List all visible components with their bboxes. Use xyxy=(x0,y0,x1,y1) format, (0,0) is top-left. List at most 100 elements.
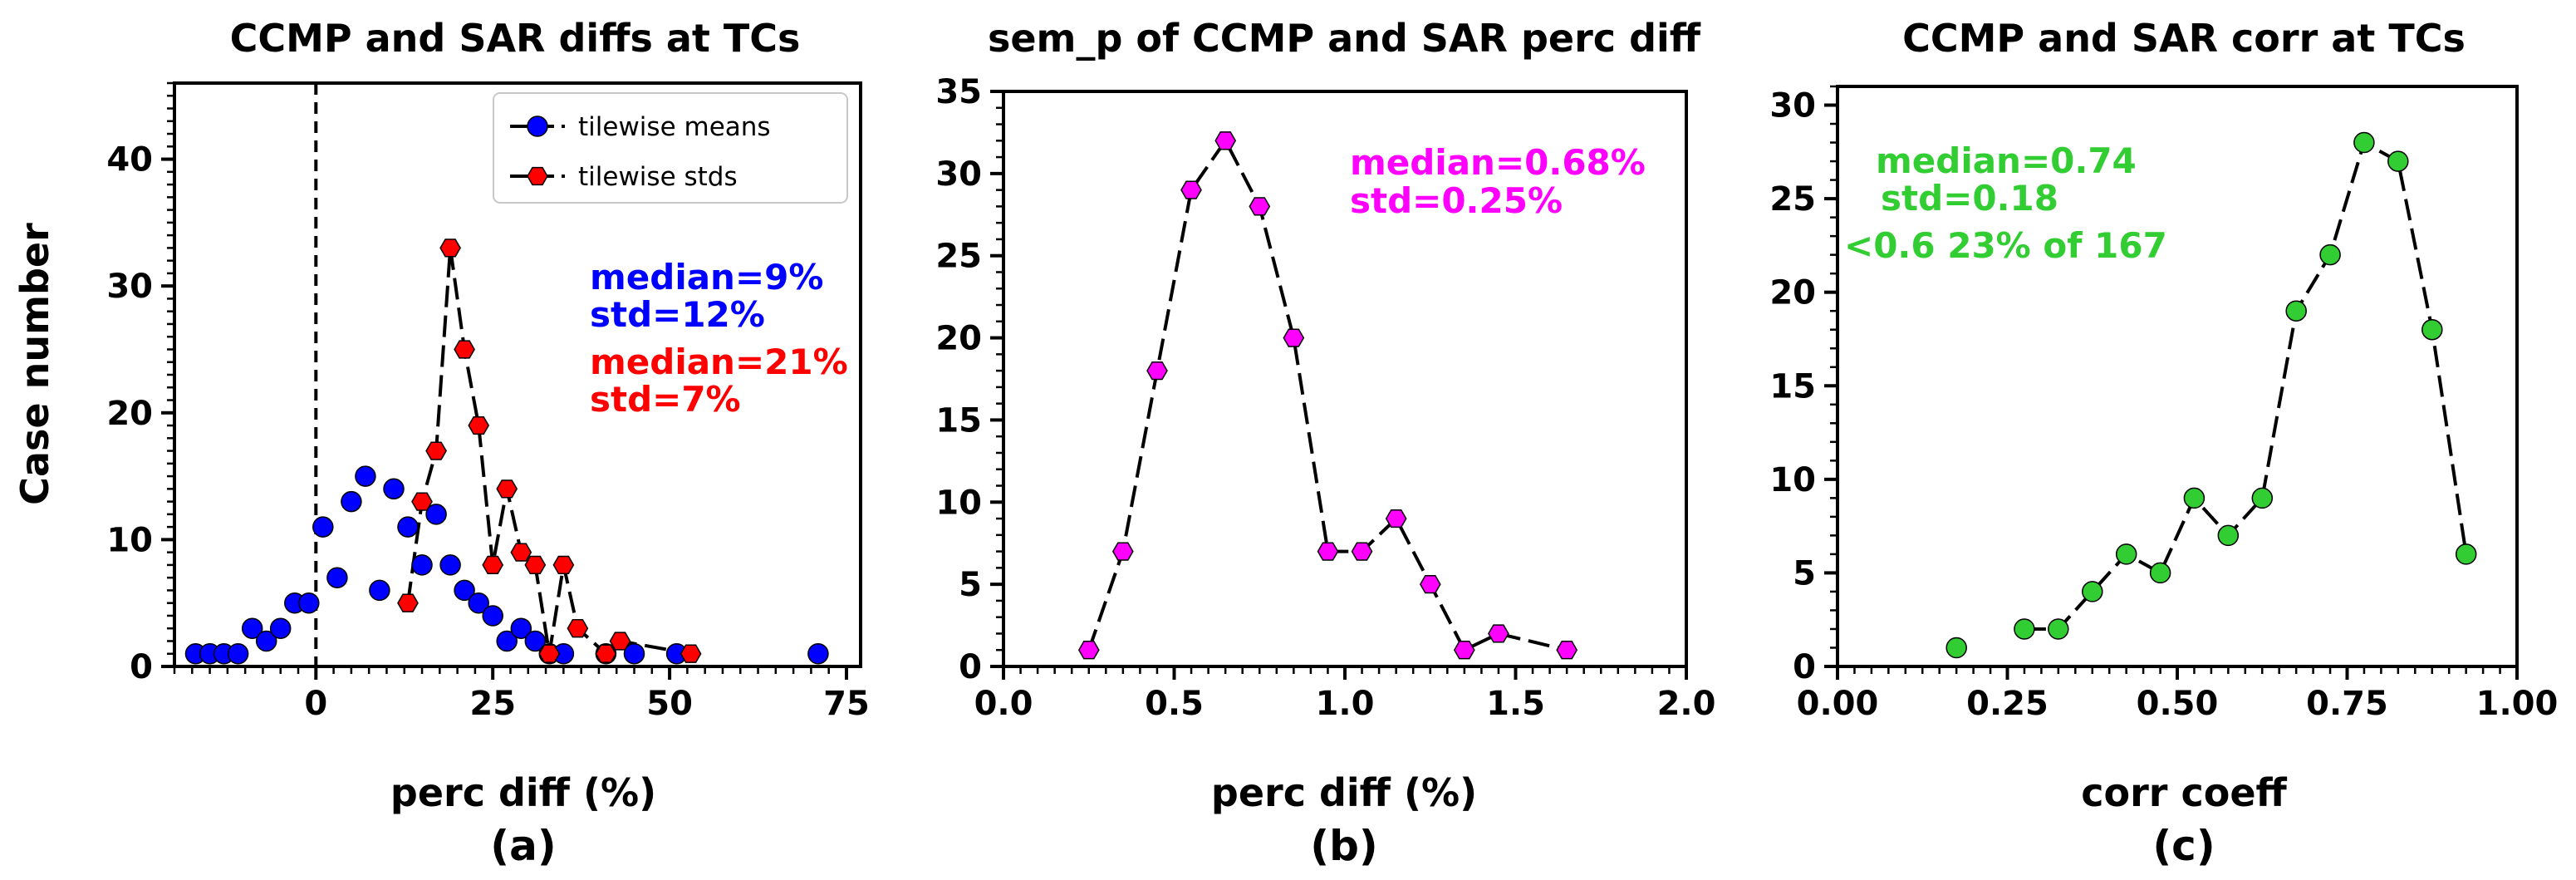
data-point xyxy=(411,492,433,511)
y-tick-label: 30 xyxy=(935,155,982,194)
series-line-0 xyxy=(2024,140,2468,631)
data-point xyxy=(439,554,461,576)
panel-a-annotation-mean-std: std=12% xyxy=(590,294,765,335)
y-tick-label: 10 xyxy=(1769,461,1816,499)
panel-b-annotation-std: std=0.25% xyxy=(1350,180,1563,221)
x-tick-label: 75 xyxy=(823,685,870,723)
data-point xyxy=(482,605,503,627)
data-point xyxy=(623,642,645,665)
x-tick-label: 2.0 xyxy=(1657,685,1716,723)
data-point xyxy=(1146,361,1168,381)
data-point xyxy=(2217,524,2240,547)
y-tick-label: 10 xyxy=(106,521,153,559)
panel-a-ylabel: Case number xyxy=(12,223,57,505)
data-point xyxy=(552,555,575,575)
legend-marker-stds xyxy=(527,166,548,186)
data-point xyxy=(383,478,405,500)
panel-b-title: sem_p of CCMP and SAR perc diff xyxy=(988,16,1701,61)
series-line-1 xyxy=(406,246,691,656)
legend-label-means: tilewise means xyxy=(578,112,771,142)
data-point xyxy=(2353,131,2375,154)
y-tick-label: 40 xyxy=(106,141,153,179)
data-point xyxy=(2115,543,2137,565)
data-point xyxy=(425,504,447,525)
x-tick-label: 1.0 xyxy=(1316,685,1375,723)
y-tick-label: 20 xyxy=(1769,274,1816,312)
data-point xyxy=(397,593,419,612)
panel-a-annotation-mean-median: median=9% xyxy=(590,257,823,297)
y-tick-label: 20 xyxy=(106,395,153,433)
data-point xyxy=(439,238,461,258)
y-tick-label: 5 xyxy=(959,566,982,604)
x-tick-label: 0 xyxy=(304,685,327,723)
data-point xyxy=(524,555,547,575)
data-point xyxy=(567,619,589,638)
data-point xyxy=(255,630,277,652)
data-point xyxy=(2319,243,2341,266)
y-tick-label: 0 xyxy=(130,648,153,686)
y-tick-label: 0 xyxy=(959,648,982,686)
panel-c-letter: (c) xyxy=(2152,822,2215,870)
x-tick-label: 0.0 xyxy=(974,685,1033,723)
data-point xyxy=(326,567,348,588)
panel-a-title: CCMP and SAR diffs at TCs xyxy=(230,16,801,61)
data-point xyxy=(2455,543,2477,565)
panel-a-annotation-std-std: std=7% xyxy=(590,379,741,420)
data-point xyxy=(524,630,547,652)
y-tick-label: 30 xyxy=(1769,87,1816,125)
y-tick-label: 5 xyxy=(1793,554,1816,592)
data-point xyxy=(2082,581,2103,602)
data-point xyxy=(227,642,249,665)
data-point xyxy=(397,516,419,538)
data-point xyxy=(1317,542,1339,561)
data-point xyxy=(538,644,561,663)
x-tick-label: 0.00 xyxy=(1797,685,1879,723)
data-point xyxy=(411,554,433,576)
panel-c-annotation-median: median=0.74 xyxy=(1876,140,2137,181)
data-point xyxy=(454,579,475,602)
data-point xyxy=(269,617,292,639)
data-point xyxy=(1351,542,1373,561)
data-point xyxy=(609,632,631,651)
x-tick-label: 0.50 xyxy=(2137,685,2219,723)
x-tick-label: 1.00 xyxy=(2476,685,2559,723)
data-point xyxy=(510,617,532,639)
data-point xyxy=(468,415,490,435)
panel-b: sem_p of CCMP and SAR perc diff perc dif… xyxy=(935,16,1715,870)
panel-b-letter: (b) xyxy=(1310,822,1378,870)
y-tick-label: 25 xyxy=(1769,180,1816,219)
data-point xyxy=(680,644,702,663)
panel-b-xlabel: perc diff (%) xyxy=(1211,770,1477,815)
legend-frame xyxy=(493,92,848,204)
data-point xyxy=(454,340,475,359)
data-point xyxy=(1453,641,1475,660)
data-point xyxy=(2421,318,2443,341)
panel-c-xlabel: corr coeff xyxy=(2081,770,2287,815)
data-point xyxy=(468,592,489,614)
data-point xyxy=(1249,197,1271,216)
data-point xyxy=(1419,575,1441,594)
data-point xyxy=(496,630,518,652)
data-point xyxy=(1385,509,1407,528)
data-point xyxy=(2149,562,2171,584)
legend-label-stds: tilewise stds xyxy=(578,162,738,192)
panel-a-plot: 0 25 50 75 0 10 20 30 40 xyxy=(106,81,870,723)
data-point xyxy=(807,642,829,665)
data-point xyxy=(2251,487,2274,509)
y-tick-label: 35 xyxy=(935,73,982,111)
data-point xyxy=(1488,624,1509,643)
panel-c: CCMP and SAR corr at TCs corr coeff (c) … xyxy=(1769,16,2558,870)
data-point xyxy=(298,592,320,614)
data-point xyxy=(1556,641,1578,660)
data-point xyxy=(1214,131,1237,150)
y-tick-label: 15 xyxy=(1769,367,1816,406)
data-point xyxy=(369,579,390,602)
x-tick-label: 0.5 xyxy=(1145,685,1204,723)
panel-b-annotation-median: median=0.68% xyxy=(1350,142,1646,183)
y-tick-label: 0 xyxy=(1793,648,1816,686)
y-tick-label: 15 xyxy=(935,401,982,440)
data-point xyxy=(1111,542,1134,561)
x-tick-label: 25 xyxy=(469,685,516,723)
data-point xyxy=(2387,150,2409,172)
